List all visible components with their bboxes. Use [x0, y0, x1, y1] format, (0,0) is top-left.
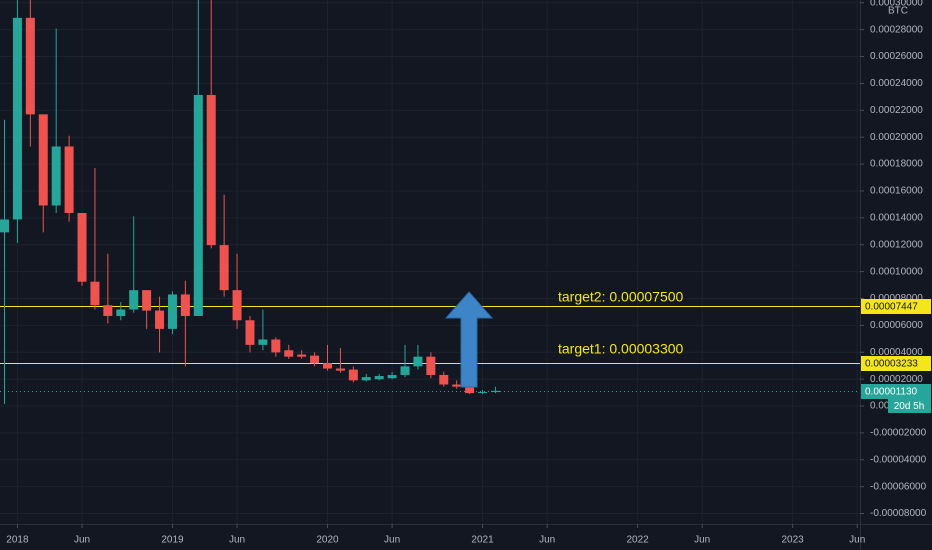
candle-body — [310, 355, 320, 364]
price-label: 0.00007447 — [865, 302, 918, 313]
candle-body — [361, 377, 371, 381]
y-tick-label: 0.00006000 — [870, 320, 923, 331]
countdown-box — [888, 399, 931, 413]
candle-body — [129, 290, 139, 310]
candle-body — [439, 374, 449, 385]
candle-body — [193, 94, 203, 316]
x-tick-label: Jun — [384, 535, 400, 546]
annotation: target1: 0.00003300 — [558, 341, 684, 357]
x-tick-label: 2021 — [471, 535, 494, 546]
up-arrow — [444, 291, 494, 388]
candle-body — [323, 363, 332, 369]
candle-body — [38, 114, 48, 206]
y-tick-label: -0.00008000 — [870, 508, 927, 519]
candle-body — [0, 219, 9, 233]
y-tick-label: 0.00012000 — [870, 239, 923, 250]
price-labels: 0.00007447 0.00003233 0.00001130 20d 5h — [861, 299, 931, 413]
x-tick-label: Jun — [229, 535, 245, 546]
candle-body — [387, 374, 397, 379]
price-label-box — [861, 384, 931, 399]
y-tick-label: 0.00014000 — [870, 212, 923, 223]
candle-body — [478, 392, 488, 394]
candle-body — [77, 213, 87, 282]
price-label-box — [861, 356, 931, 371]
candle-body — [426, 356, 436, 375]
y-tick-label: 0.00030000 — [870, 0, 923, 8]
x-tick-label: Jun — [74, 535, 90, 546]
candle-body — [490, 390, 500, 393]
candle-body — [232, 290, 242, 321]
countdown: 20d 5h — [894, 401, 925, 412]
x-tick-label: Jun — [539, 535, 555, 546]
y-tick-label: 0.00016000 — [870, 186, 923, 197]
candle-body — [297, 354, 307, 357]
candle-body — [90, 281, 100, 306]
candle-body — [413, 356, 423, 367]
candle-body — [452, 384, 462, 387]
x-tick-label: 2022 — [626, 535, 649, 546]
candle-body — [12, 17, 22, 220]
candle-body — [25, 17, 35, 115]
y-tick-label: 0.00010000 — [870, 266, 923, 277]
price-label: 0.00001130 — [865, 387, 918, 398]
candles — [0, 0, 500, 404]
x-tick-label: Jun — [849, 535, 865, 546]
y-tick-label: 0.00008000 — [870, 293, 923, 304]
candle-body — [103, 305, 113, 316]
x-tick-label: 2019 — [161, 535, 184, 546]
y-tick-label: 0.00024000 — [870, 78, 923, 89]
annotation: target2: 0.00007500 — [558, 289, 684, 305]
y-tick-label: -0.00006000 — [870, 481, 927, 492]
candle-body — [348, 369, 358, 381]
y-tick-label: -0.00004000 — [870, 454, 927, 465]
candle-body — [374, 376, 384, 380]
candle-body — [155, 310, 165, 329]
y-tick-label: -0.00002000 — [870, 428, 927, 439]
x-tick-label: 2020 — [316, 535, 339, 546]
candle-body — [206, 94, 216, 246]
candle-body — [271, 339, 281, 353]
x-tick-label: 2023 — [781, 535, 804, 546]
y-tick-label: 0.00018000 — [870, 159, 923, 170]
y-tick-label: 0.00028000 — [870, 24, 923, 35]
candle-body — [167, 294, 177, 329]
y-tick-label: 0.00020000 — [870, 132, 923, 143]
y-tick-label: 0.00004000 — [870, 347, 923, 358]
candle-body — [465, 386, 475, 394]
candle-body — [180, 294, 190, 316]
candle-body — [400, 366, 410, 375]
candle-body — [51, 146, 61, 206]
candle-body — [142, 290, 152, 311]
price-label: 0.00003233 — [865, 359, 918, 370]
y-tick-label: 0.00022000 — [870, 105, 923, 116]
price-label-box — [861, 299, 931, 314]
candle-body — [116, 309, 126, 316]
x-tick-label: Jun — [694, 535, 710, 546]
x-axis: 2018 Jun 2019 Jun 2020 Jun 2021 Jun 2022 Jun 2023 J… — [6, 524, 865, 546]
x-tick-label: 2018 — [6, 535, 29, 546]
y-tick-label: 0.00002000 — [870, 374, 923, 385]
candle-body — [284, 350, 294, 357]
candle-body — [258, 339, 268, 345]
candle-body — [335, 368, 345, 371]
candle-body — [219, 245, 229, 291]
candle-body — [64, 146, 74, 214]
y-tick-label: 0.00026000 — [870, 51, 923, 62]
unit-label: BTC — [888, 6, 908, 17]
candle-body — [245, 320, 255, 345]
